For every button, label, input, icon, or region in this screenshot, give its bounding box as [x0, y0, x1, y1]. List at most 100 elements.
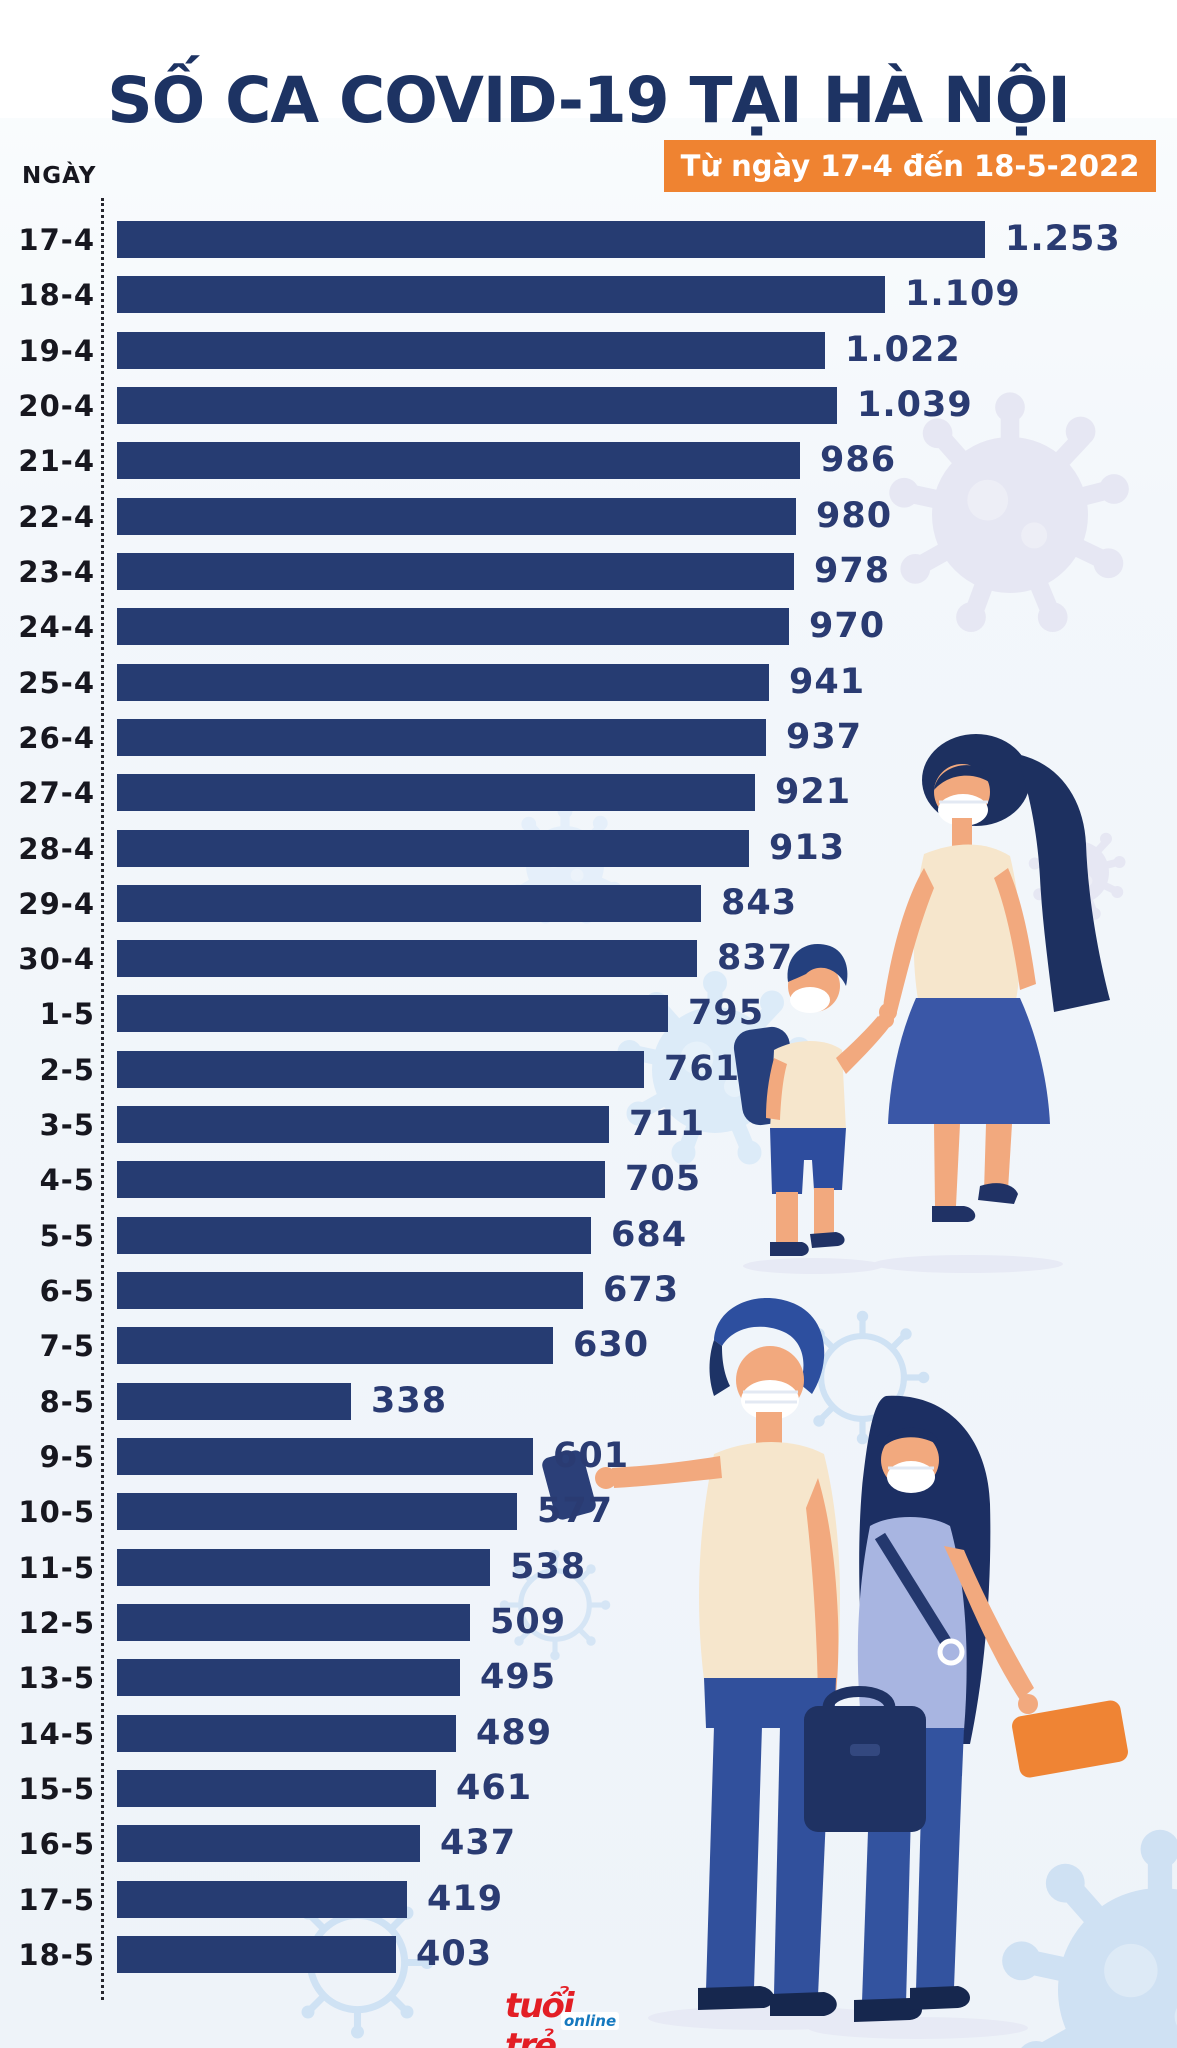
chart-row: 6-5 673: [0, 1270, 1177, 1310]
value-label: 437: [440, 1823, 517, 1864]
period-badge: Từ ngày 17-4 đến 18-5-2022: [664, 140, 1156, 192]
bar: [117, 774, 755, 812]
bar: [117, 995, 668, 1033]
bar: [117, 663, 769, 701]
value-label: 937: [786, 716, 863, 757]
chart-row: 20-4 1.039: [0, 384, 1177, 425]
category-label: 23-4: [18, 554, 95, 589]
chart-row: 13-5 495: [0, 1657, 1177, 1698]
value-label: 630: [573, 1325, 650, 1366]
bar: [117, 1382, 351, 1420]
category-label: 26-4: [18, 720, 95, 755]
chart-row: 11-5 538: [0, 1547, 1177, 1587]
bar: [117, 829, 749, 867]
bar: [117, 1438, 533, 1476]
category-label: 19-4: [18, 333, 95, 368]
value-label: 795: [688, 993, 765, 1034]
value-label: 705: [625, 1159, 702, 1200]
category-label: 20-4: [18, 388, 95, 423]
bar: [117, 1327, 553, 1365]
bar: [117, 221, 985, 258]
mother-child-illustration: [733, 734, 1110, 1274]
chart-row: 22-4 980: [0, 496, 1177, 536]
value-label: 1.253: [1005, 219, 1121, 259]
bar: [117, 497, 796, 535]
bar: [117, 940, 697, 978]
category-label: 17-4: [18, 223, 95, 257]
bar: [117, 1714, 456, 1752]
value-label: 577: [537, 1491, 614, 1532]
chart-row: 25-4 941: [0, 662, 1177, 702]
chart-row: 12-5 509: [0, 1602, 1177, 1642]
value-label: 843: [721, 882, 798, 923]
value-label: 1.109: [905, 274, 1021, 315]
axis-label: NGÀY: [22, 163, 97, 189]
category-label: 15-5: [18, 1771, 95, 1806]
bar: [117, 1769, 436, 1807]
logo-sub-text: online: [561, 2012, 620, 2030]
category-label: 27-4: [18, 776, 95, 811]
category-label: 4-5: [39, 1163, 95, 1198]
category-label: 10-5: [18, 1495, 95, 1530]
bar: [117, 386, 837, 424]
bar: [117, 1272, 583, 1310]
category-label: 5-5: [39, 1218, 95, 1253]
value-label: 837: [717, 938, 794, 979]
value-label: 1.022: [845, 329, 961, 370]
category-label: 9-5: [39, 1440, 95, 1475]
chart-row: 18-4 1.109: [0, 274, 1177, 315]
chart-row: 16-5 437: [0, 1823, 1177, 1864]
bar: [117, 718, 766, 756]
category-label: 6-5: [39, 1274, 95, 1309]
bar: [117, 1493, 517, 1531]
bar: [117, 1825, 420, 1863]
value-label: 970: [809, 606, 886, 647]
chart-row: 10-5 577: [0, 1491, 1177, 1532]
chart-row: 30-4 837: [0, 938, 1177, 979]
bar: [117, 1161, 605, 1199]
category-label: 3-5: [39, 1108, 95, 1143]
value-label: 986: [820, 440, 897, 481]
chart-row: 8-5 338: [0, 1380, 1177, 1421]
chart-row: 1-5 795: [0, 993, 1177, 1034]
tuoi-tre-logo: tuổi trẻ online: [505, 1986, 625, 2048]
category-label: 13-5: [18, 1661, 95, 1696]
chart-row: 28-4 913: [0, 827, 1177, 868]
bar: [117, 1216, 591, 1254]
category-label: 24-4: [18, 610, 95, 645]
chart-row: 17-5 419: [0, 1878, 1177, 1919]
chart-row: 17-4 1.253: [0, 219, 1177, 259]
value-label: 684: [611, 1214, 688, 1255]
logo-main-text: tuổi trẻ: [505, 1986, 574, 2048]
value-label: 495: [480, 1657, 557, 1698]
chart-row: 14-5 489: [0, 1713, 1177, 1753]
category-label: 1-5: [39, 997, 95, 1032]
value-label: 419: [427, 1878, 504, 1919]
category-label: 11-5: [18, 1550, 95, 1585]
bar: [117, 884, 701, 922]
bar: [117, 1880, 407, 1918]
category-label: 22-4: [18, 499, 95, 534]
value-label: 1.039: [857, 384, 973, 425]
chart-row: 18-5 403: [0, 1934, 1177, 1974]
chart-row: 7-5 630: [0, 1325, 1177, 1366]
value-label: 978: [814, 550, 891, 591]
chart-row: 21-4 986: [0, 440, 1177, 481]
bar: [117, 552, 794, 590]
value-label: 921: [775, 772, 852, 813]
bar: [117, 331, 825, 369]
category-label: 29-4: [18, 886, 95, 921]
category-label: 12-5: [18, 1606, 95, 1640]
chart-row: 29-4 843: [0, 882, 1177, 923]
bar: [117, 608, 789, 646]
value-label: 461: [456, 1767, 533, 1808]
value-label: 338: [371, 1380, 448, 1421]
masked-couple-illustration: [542, 1298, 1128, 2039]
category-label: 16-5: [18, 1827, 95, 1862]
value-label: 913: [769, 827, 846, 868]
category-label: 7-5: [39, 1329, 95, 1364]
category-label: 8-5: [39, 1384, 95, 1419]
category-label: 30-4: [18, 942, 95, 977]
